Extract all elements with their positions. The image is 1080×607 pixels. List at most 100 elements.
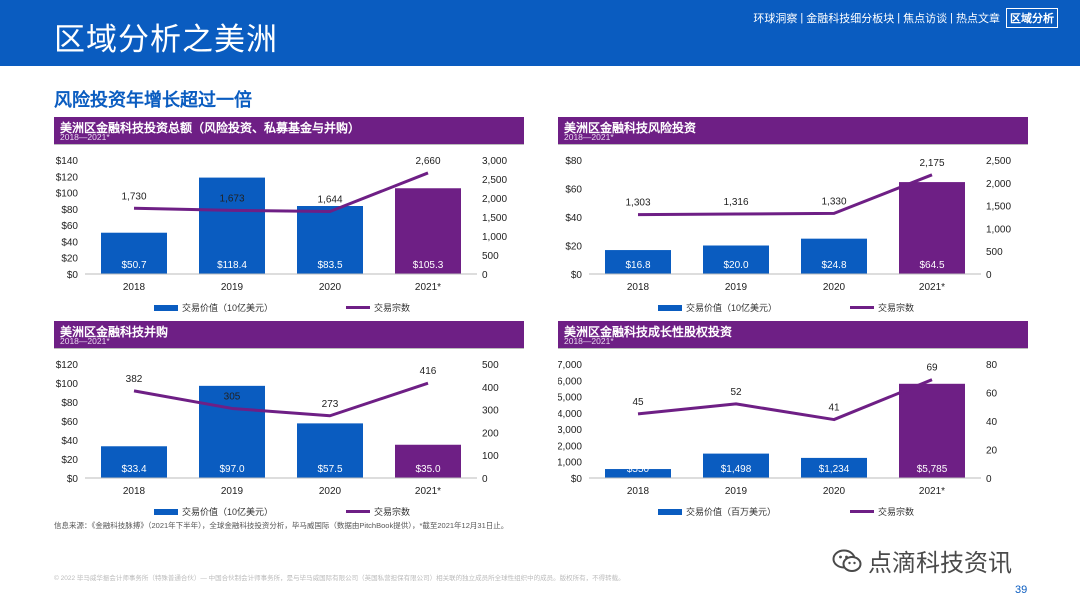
chart-header: 美洲区金融科技风险投资 2018—2021* (558, 117, 1028, 144)
bar-value-label: $57.5 (317, 464, 342, 475)
left-axis-tick-label: $100 (56, 379, 79, 390)
legend-item-value: 交易价值（10亿美元） (658, 301, 777, 314)
right-axis-tick-label: 1,000 (482, 232, 507, 243)
right-axis-tick-label: 2,000 (986, 179, 1011, 190)
left-axis-tick-label: $0 (67, 270, 79, 281)
right-axis-tick-label: 100 (482, 451, 499, 462)
nav-separator: | (800, 12, 804, 24)
left-axis-tick-label: $3,000 (558, 425, 582, 436)
bar (101, 446, 167, 478)
left-axis-tick-label: $2,000 (558, 441, 582, 452)
chart-growth-equity: $0 $1,000 $2,000 $3,000 $4,000 $5,000 $6,000 $7… (558, 360, 998, 497)
right-axis-tick-label: 2,500 (482, 175, 507, 186)
legend-item-count: 交易宗数 (346, 301, 410, 314)
bar-value-label: $35.0 (415, 464, 440, 475)
legend-item-value: 交易价值（百万美元） (658, 505, 776, 518)
legend-swatch-line (346, 510, 370, 513)
legend-item-value: 交易价值（10亿美元） (154, 301, 273, 314)
bar (703, 453, 769, 478)
left-axis-tick-label: $120 (56, 172, 79, 183)
legend-swatch-bar (154, 304, 178, 311)
left-axis-tick-label: $20 (565, 242, 582, 253)
right-axis-tick-label: 60 (986, 389, 998, 400)
left-axis-tick-label: $60 (61, 221, 78, 232)
x-axis-category-label: 2019 (725, 486, 748, 497)
x-axis-category-label: 2018 (123, 282, 146, 293)
nav-item-regional-analysis[interactable]: 区域分析 (1006, 8, 1058, 28)
right-axis-tick-label: 40 (986, 417, 998, 428)
bar-value-label: $1,498 (721, 464, 752, 475)
x-axis-category-label: 2020 (319, 486, 342, 497)
left-axis-tick-label: $20 (61, 455, 78, 466)
x-axis-category-label: 2019 (221, 486, 244, 497)
bar-value-label: $20.0 (723, 260, 748, 271)
nav-item-hot-articles[interactable]: 热点文章 (956, 13, 1000, 25)
right-axis-tick-label: 0 (482, 474, 488, 485)
legend-label-count: 交易宗数 (878, 303, 915, 313)
left-axis-tick-label: $80 (565, 156, 582, 167)
legend-swatch-bar (658, 508, 682, 515)
left-axis-tick-label: $60 (565, 185, 582, 196)
bar-value-label: $16.8 (625, 260, 650, 271)
right-axis-tick-label: 0 (986, 474, 992, 485)
count-line (133, 171, 429, 214)
x-axis-category-label: 2019 (221, 282, 244, 293)
nav-separator: | (897, 12, 901, 24)
chart-legend: 交易价值（百万美元） 交易宗数 (558, 505, 1028, 519)
legend-swatch-line (850, 306, 874, 309)
x-axis-category-label: 2018 (627, 282, 650, 293)
page-title: 区域分析之美洲 (54, 22, 278, 57)
legend-swatch-line (346, 306, 370, 309)
chart-title: 美洲区金融科技投资总额（风险投资、私募基金与并购） (60, 121, 361, 135)
count-value-label: 1,316 (723, 197, 748, 208)
legend-item-count: 交易宗数 (850, 505, 914, 518)
bar-value-label: $64.5 (919, 260, 944, 271)
left-axis-tick-label: $60 (61, 417, 78, 428)
chart-title: 美洲区金融科技成长性股权投资 (564, 325, 733, 339)
nav-item-interviews[interactable]: 焦点访谈 (903, 13, 948, 25)
legend-label-count: 交易宗数 (374, 507, 411, 517)
count-value-label: 69 (926, 363, 938, 374)
legend-label-value: 交易价值（10亿美元） (686, 303, 778, 313)
x-axis-category-label: 2018 (123, 486, 146, 497)
chart-header: 美洲区金融科技投资总额（风险投资、私募基金与并购） 2018—2021* (54, 117, 524, 144)
page-number: 39 (1015, 584, 1028, 596)
bar-value-label: $105.3 (413, 260, 444, 271)
left-axis-tick-label: $4,000 (558, 409, 582, 420)
right-axis-tick-label: 500 (482, 360, 499, 371)
chart-title: 美洲区金融科技并购 (60, 325, 169, 339)
left-axis-tick-label: $120 (56, 360, 79, 371)
legend-label-value: 交易价值（百万美元） (686, 507, 777, 517)
nav-item-fintech-segments[interactable]: 金融科技细分板块 (806, 13, 895, 25)
right-axis-tick-label: 1,500 (986, 202, 1011, 213)
right-axis-tick-label: 400 (482, 383, 499, 394)
chart-header: 美洲区金融科技成长性股权投资 2018—2021* (558, 321, 1028, 348)
bar-value-label: $24.8 (821, 260, 846, 271)
divider (54, 144, 524, 145)
x-axis-category-label: 2020 (823, 486, 846, 497)
bar (199, 385, 265, 478)
chart-date-range: 2018—2021* (60, 336, 110, 346)
nav-separator: | (950, 12, 953, 24)
bar (899, 383, 965, 478)
copyright-note: © 2022 毕马威华振会计师事务所（特殊普通合伙）— 中国合伙制会计师事务所，… (54, 575, 625, 582)
count-value-label: 41 (828, 403, 840, 414)
left-axis-tick-label: $140 (56, 156, 79, 167)
x-axis-category-label: 2021* (919, 282, 945, 293)
count-line (637, 378, 933, 422)
left-axis-tick-label: $40 (61, 436, 78, 447)
chart-panel-mna: 美洲区金融科技并购 2018—2021* $0 $20 $40 $60 $80 $100 $… (54, 321, 524, 524)
chart-header: 美洲区金融科技并购 2018—2021* (54, 321, 524, 348)
right-axis-tick-label: 2,000 (482, 194, 507, 205)
count-value-label: 1,730 (121, 191, 146, 202)
bar (101, 232, 167, 274)
count-value-label: 273 (322, 399, 339, 410)
bar-value-label: $1,234 (819, 464, 850, 475)
legend-label-value: 交易价值（10亿美元） (182, 507, 274, 517)
section-subtitle: 风险投资年增长超过一倍 (54, 90, 252, 110)
chart-legend: 交易价值（10亿美元） 交易宗数 (54, 505, 524, 519)
legend-swatch-line (850, 510, 874, 513)
nav-item-global-insight[interactable]: 环球洞察 (753, 13, 798, 25)
bar (801, 238, 867, 274)
chart-date-range: 2018—2021* (60, 132, 110, 142)
